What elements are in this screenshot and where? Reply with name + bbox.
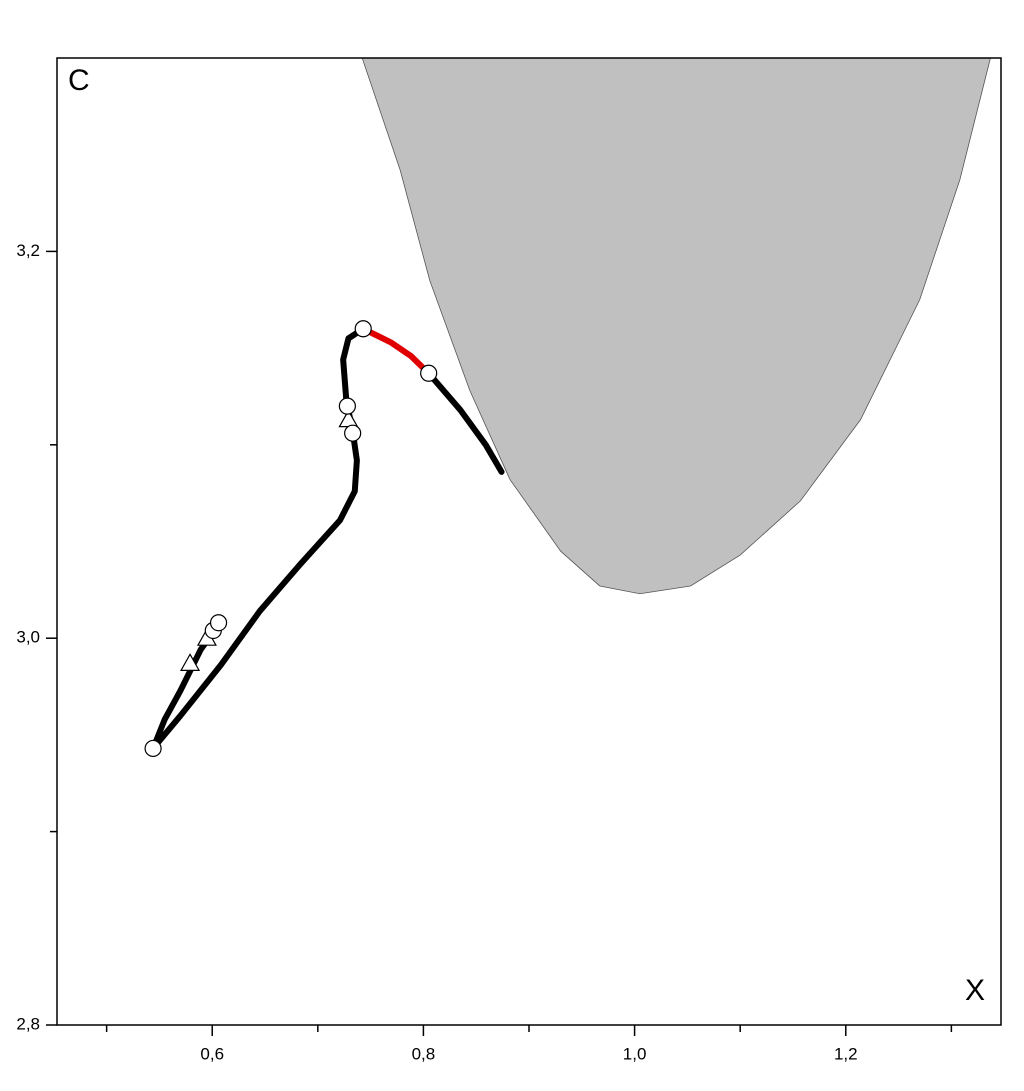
y-tick-label: 2,8 xyxy=(16,1014,40,1033)
point xyxy=(344,424,362,442)
point xyxy=(338,397,356,415)
x-tick-label: 0,6 xyxy=(200,1044,224,1063)
curve xyxy=(150,325,367,752)
point xyxy=(144,739,162,758)
curve xyxy=(360,325,432,377)
region xyxy=(361,57,991,595)
x-tick-label: 0,8 xyxy=(412,1044,436,1063)
y-tick-label: 3,0 xyxy=(16,628,40,647)
point xyxy=(180,653,201,671)
x-tick-label: 1,2 xyxy=(834,1044,858,1063)
point xyxy=(420,364,438,382)
curve xyxy=(425,370,505,475)
point xyxy=(209,614,228,632)
x-tick-label: 1,0 xyxy=(623,1044,647,1063)
point xyxy=(354,320,372,338)
x-axis-label: X xyxy=(965,974,985,1007)
y-axis-label: C xyxy=(68,64,90,97)
y-tick-label: 3,2 xyxy=(16,241,40,260)
